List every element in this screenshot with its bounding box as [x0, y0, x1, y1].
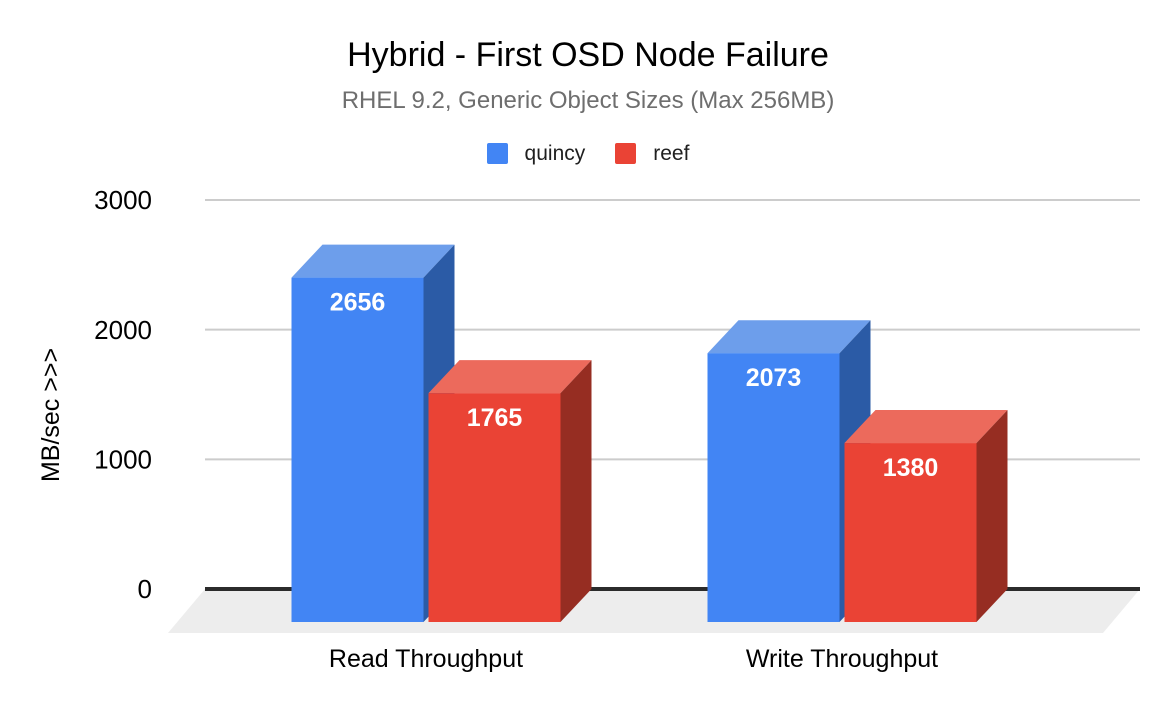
bar-top-face — [428, 360, 592, 394]
y-tick-label-3000: 3000 — [94, 185, 152, 215]
bar-side-face — [560, 360, 592, 622]
bar-front-face — [291, 277, 424, 622]
legend: quincy reef — [0, 141, 1176, 165]
y-tick-label-1000: 1000 — [94, 444, 152, 474]
y-tick-label-0: 0 — [138, 574, 152, 604]
y-axis-title: MB/sec >>> — [37, 348, 65, 482]
legend-label: reef — [653, 141, 690, 165]
legend-swatch-quincy — [486, 142, 508, 164]
bar-top-face — [291, 244, 455, 278]
bar-value-label: 2656 — [330, 289, 386, 317]
legend-item-quincy: quincy — [486, 141, 586, 165]
bar-quincy-write-throughput: 2073 — [707, 320, 871, 622]
bar-top-face — [707, 320, 871, 354]
bar-front-face — [844, 443, 977, 622]
x-category-label-write-throughput: Write Throughput — [746, 645, 938, 673]
bar-reef-write-throughput: 1380 — [844, 410, 1008, 622]
bar-side-face — [976, 410, 1008, 622]
bar-top-face — [844, 410, 1008, 444]
bar-reef-read-throughput: 1765 — [428, 360, 592, 622]
y-tick-label-2000: 2000 — [94, 315, 152, 345]
bar-front-face — [428, 393, 561, 622]
legend-label: quincy — [524, 141, 586, 165]
bar-value-label: 1380 — [883, 454, 939, 482]
legend-swatch-reef — [615, 142, 637, 164]
x-category-label-read-throughput: Read Throughput — [329, 645, 523, 673]
bar-value-label: 2073 — [746, 364, 802, 392]
bar-value-label: 1765 — [467, 404, 523, 432]
legend-item-reef: reef — [615, 141, 690, 165]
chart-title: Hybrid - First OSD Node Failure — [347, 36, 829, 74]
chart-subtitle: RHEL 9.2, Generic Object Sizes (Max 256M… — [341, 87, 835, 114]
bar-front-face — [707, 353, 840, 622]
